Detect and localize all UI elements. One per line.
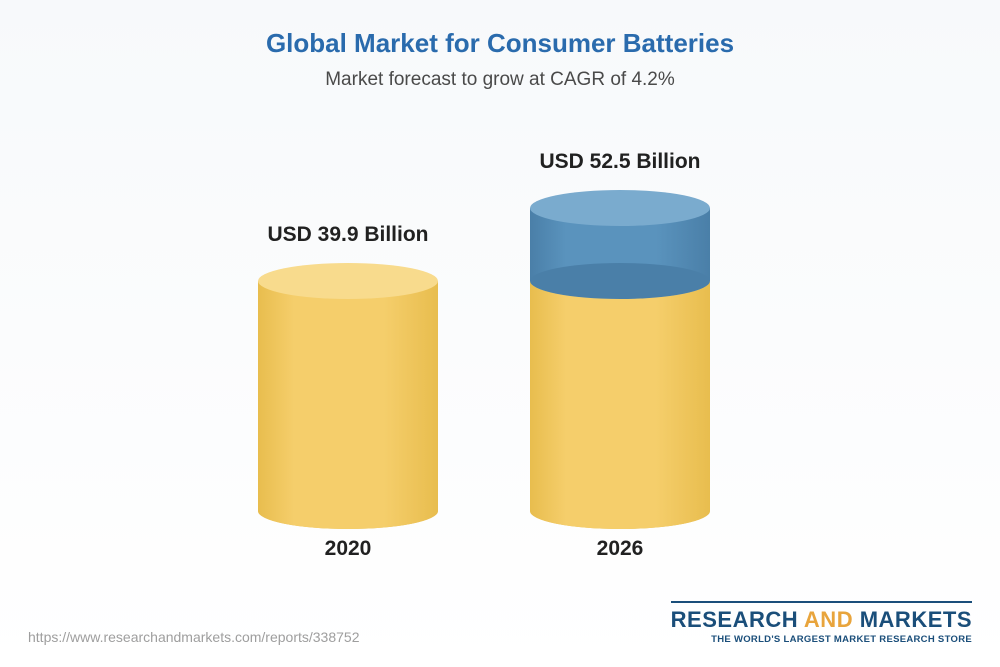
chart-container: Global Market for Consumer Batteries Mar… (0, 0, 1000, 667)
value-label-2026: USD 52.5 Billion (510, 150, 730, 174)
logo-text: RESEARCH AND MARKETS (671, 601, 972, 633)
chart-subtitle: Market forecast to grow at CAGR of 4.2% (0, 69, 1000, 91)
footer: https://www.researchandmarkets.com/repor… (0, 601, 1000, 667)
source-url: https://www.researchandmarkets.com/repor… (28, 629, 360, 645)
logo-tagline: THE WORLD'S LARGEST MARKET RESEARCH STOR… (671, 634, 972, 645)
cylinder-bar-2020: USD 39.9 Billion 2020 (258, 281, 438, 511)
chart-title: Global Market for Consumer Batteries (0, 0, 1000, 59)
chart-area: USD 39.9 Billion 2020 USD 52.5 Billion 2… (0, 111, 1000, 551)
year-label-2020: 2020 (258, 537, 438, 561)
year-label-2026: 2026 (530, 537, 710, 561)
cylinder-bar-2026: USD 52.5 Billion 2026 (530, 208, 710, 511)
value-label-2020: USD 39.9 Billion (238, 223, 458, 247)
logo: RESEARCH AND MARKETS THE WORLD'S LARGEST… (671, 601, 972, 645)
